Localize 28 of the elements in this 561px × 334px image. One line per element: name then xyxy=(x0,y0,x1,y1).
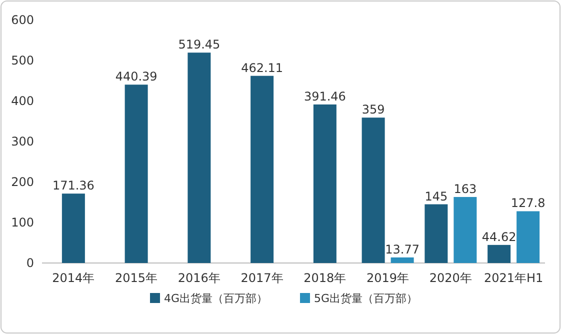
legend-label: 4G出货量（百万部） xyxy=(164,292,268,305)
y-tick-label: 100 xyxy=(11,216,34,230)
data-label: 462.11 xyxy=(241,60,284,75)
y-tick-label: 300 xyxy=(11,134,34,149)
data-label: 145 xyxy=(424,189,448,204)
data-label: 519.45 xyxy=(178,38,220,52)
x-tick-label: 2017年 xyxy=(240,271,284,285)
data-label: 440.39 xyxy=(115,70,158,84)
data-label: 171.36 xyxy=(52,178,94,193)
x-tick-label: 2016年 xyxy=(178,271,220,285)
y-tick-label: 500 xyxy=(11,54,34,68)
y-tick-label: 600 xyxy=(11,13,34,28)
legend-label: 5G出货量（百万部） xyxy=(314,292,418,305)
x-tick-label: 2014年 xyxy=(52,271,95,285)
y-tick-label: 0 xyxy=(26,256,34,270)
x-tick-label: 2021年H1 xyxy=(484,271,544,285)
data-label: 13.77 xyxy=(385,242,420,256)
data-label: 391.46 xyxy=(304,89,346,104)
data-label: 44.62 xyxy=(482,230,516,244)
x-tick-label: 2020年 xyxy=(429,271,472,285)
y-tick-label: 400 xyxy=(11,94,34,108)
data-label: 127.8 xyxy=(510,196,546,210)
data-label: 359 xyxy=(362,102,385,117)
x-tick-label: 2019年 xyxy=(366,271,410,285)
x-tick-label: 2018年 xyxy=(304,271,346,285)
y-tick-label: 200 xyxy=(11,175,34,190)
x-tick-label: 2015年 xyxy=(115,271,158,285)
data-label: 163 xyxy=(454,182,477,196)
